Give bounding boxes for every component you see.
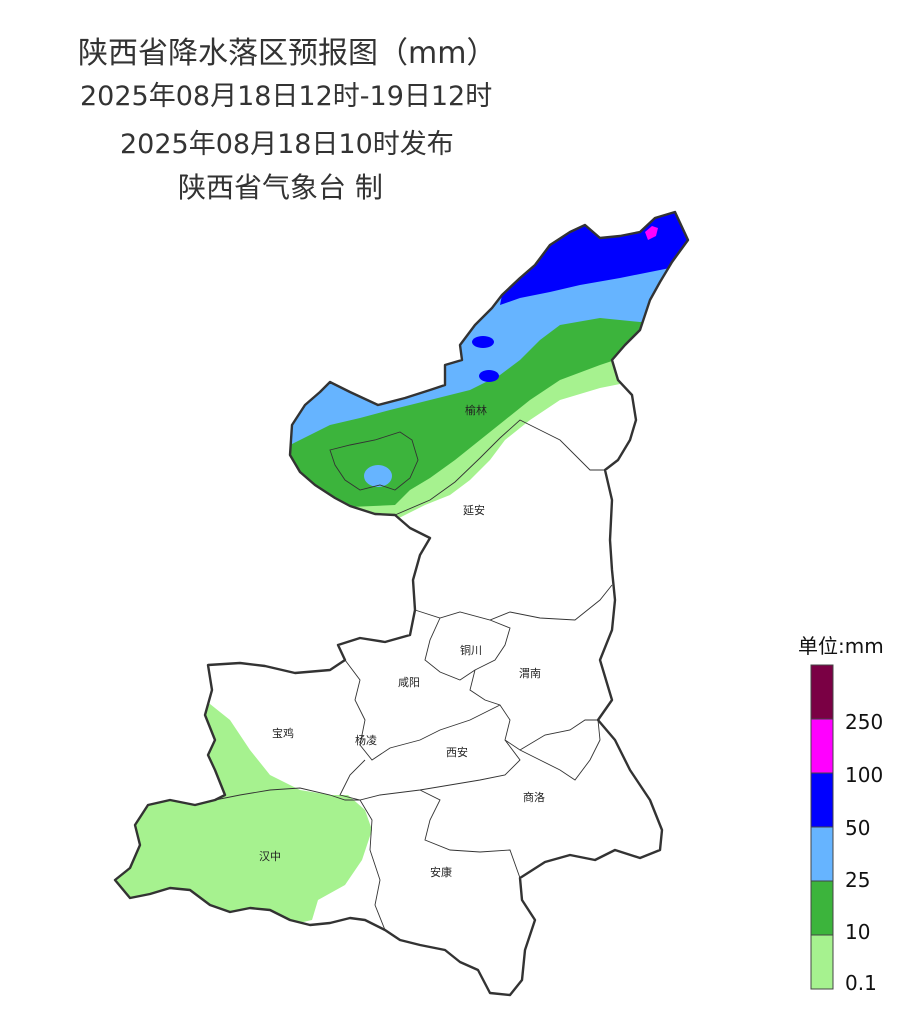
city-label-xian: 西安 bbox=[446, 745, 468, 759]
legend-colorbar bbox=[810, 664, 834, 990]
city-label-tongchuan: 铜川 bbox=[460, 643, 482, 657]
boundary-ankang-shangluo bbox=[419, 789, 521, 879]
boundary-baoji-hanzhong bbox=[214, 787, 360, 801]
boundary-shangluo-weinan bbox=[519, 719, 601, 781]
city-label-yulin: 榆林 bbox=[465, 403, 487, 417]
city-labels: 榆林 延安 铜川 咸阳 渭南 宝鸡 杨凌 西安 商洛 汉中 安康 bbox=[259, 403, 545, 879]
shaanxi-province-outline bbox=[113, 210, 690, 997]
boundary-yulin-inner bbox=[329, 431, 419, 491]
rain-band-0.1mm-south bbox=[115, 700, 372, 925]
legend-title: 单位:mm bbox=[798, 634, 884, 658]
issue-time: 2025年08月18日10时发布 bbox=[120, 129, 454, 160]
boundary-xianyang-west bbox=[344, 659, 501, 761]
precipitation-shading bbox=[115, 212, 688, 925]
legend-swatch-50-100 bbox=[810, 772, 834, 828]
legend-label-10: 10 bbox=[845, 920, 871, 944]
legend-swatch-0.1-10 bbox=[810, 934, 834, 990]
legend-label-250: 250 bbox=[845, 710, 884, 734]
city-label-ankang: 安康 bbox=[430, 865, 452, 879]
city-label-baoji: 宝鸡 bbox=[272, 726, 294, 740]
city-label-yangling: 杨凌 bbox=[355, 733, 377, 747]
legend-swatch-100-250 bbox=[810, 718, 834, 774]
boundary-tongchuan bbox=[424, 617, 511, 681]
boundary-yanan-south bbox=[414, 584, 613, 621]
city-boundaries bbox=[214, 419, 613, 931]
boundary-xian-south bbox=[339, 739, 521, 801]
legend-label-50: 50 bbox=[845, 816, 871, 840]
issuing-agency: 陕西省气象台 制 bbox=[178, 171, 383, 204]
legend-label-25: 25 bbox=[845, 868, 871, 892]
city-label-yanan: 延安 bbox=[463, 503, 485, 517]
rain-patch-50mm-b bbox=[479, 370, 499, 382]
forecast-period: 2025年08月18日12时-19日12时 bbox=[80, 81, 493, 112]
city-label-xianyang: 咸阳 bbox=[398, 676, 420, 689]
city-label-weinan: 渭南 bbox=[519, 667, 541, 680]
city-label-shangluo: 商洛 bbox=[523, 790, 545, 804]
legend-swatch-above-250 bbox=[810, 664, 834, 720]
legend-swatch-10-25 bbox=[810, 880, 834, 936]
legend-label-0.1: 0.1 bbox=[845, 971, 877, 995]
rain-band-100mm bbox=[645, 226, 658, 240]
boundary-yulin-yanan bbox=[394, 419, 605, 516]
legend-swatch-25-50 bbox=[810, 826, 834, 882]
legend-label-100: 100 bbox=[845, 763, 884, 787]
rain-patch-50mm-a bbox=[472, 336, 494, 348]
city-label-hanzhong: 汉中 bbox=[259, 850, 281, 863]
rain-patch-25mm bbox=[364, 465, 392, 487]
boundary-hanzhong-ankang bbox=[359, 799, 386, 931]
map-title: 陕西省降水落区预报图（mm） bbox=[78, 36, 497, 71]
